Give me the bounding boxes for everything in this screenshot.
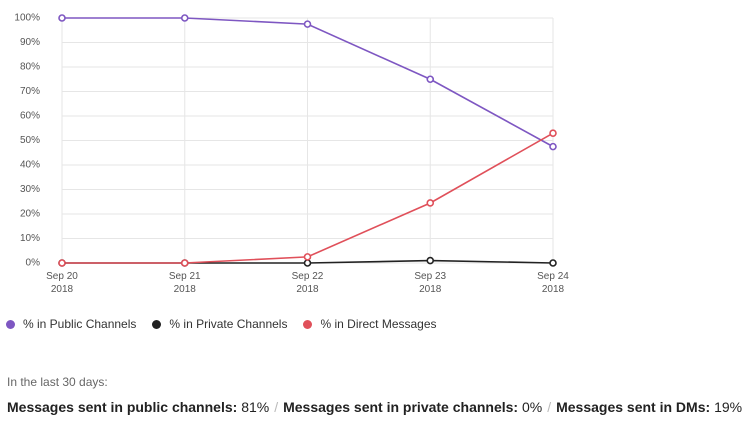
y-tick-label: 10%	[20, 233, 40, 244]
separator: /	[547, 399, 552, 415]
legend: % in Public Channels % in Private Channel…	[6, 317, 437, 331]
data-point	[58, 14, 66, 22]
data-point	[426, 256, 435, 265]
legend-marker	[152, 320, 162, 329]
data-point	[549, 129, 557, 137]
y-tick-label: 30%	[20, 184, 40, 195]
data-point	[58, 259, 66, 267]
data-point	[426, 75, 435, 84]
x-tick-label: Sep 24 2018	[537, 271, 569, 295]
stat-label: Messages sent in public channels:	[7, 399, 238, 415]
stat-label: Messages sent in private channels:	[283, 399, 519, 415]
y-tick-label: 80%	[20, 62, 40, 73]
data-point	[426, 199, 435, 207]
data-point	[180, 259, 189, 267]
legend-item: % in Private Channels	[152, 317, 287, 331]
period-text: In the last 30 days:	[7, 375, 108, 389]
legend-item: % in Public Channels	[6, 317, 136, 331]
stat-label: Messages sent in DMs:	[556, 399, 711, 415]
y-tick-label: 40%	[20, 160, 40, 171]
y-tick-label: 70%	[20, 86, 40, 97]
y-tick-label: 20%	[20, 209, 40, 220]
data-point	[549, 142, 557, 151]
legend-label: % in Public Channels	[23, 317, 137, 331]
x-tick-label: Sep 20 2018	[46, 271, 78, 295]
data-point	[303, 20, 312, 28]
y-tick-label: 100%	[14, 13, 40, 24]
y-tick-label: 50%	[20, 135, 40, 146]
legend-label: % in Private Channels	[169, 317, 288, 331]
summary: Messages sent in public channels: 81% / Me…	[7, 399, 742, 415]
x-tick-label: Sep 23 2018	[414, 271, 446, 295]
data-point	[303, 259, 312, 267]
data-point	[303, 253, 312, 261]
x-tick-label: Sep 22 2018	[292, 271, 324, 295]
legend-label: % in Direct Messages	[320, 317, 437, 331]
y-tick-label: 60%	[20, 111, 40, 122]
y-tick-label: 90%	[20, 37, 40, 48]
x-tick-label: Sep 21 2018	[169, 271, 201, 295]
chart: 0% 10% 20% 30% 40% 50% 60% 70% 80% 90% 100% Sep 20 2…	[14, 13, 569, 295]
data-point	[180, 14, 189, 22]
y-tick-label: 0%	[26, 258, 41, 269]
separator: /	[274, 399, 279, 415]
data-point	[549, 259, 557, 267]
stat-value: 81%	[241, 399, 270, 415]
legend-item: % in Direct Messages	[303, 317, 437, 331]
stat-value: 19%	[714, 399, 743, 415]
legend-marker	[303, 320, 313, 329]
stat-value: 0%	[521, 399, 543, 415]
legend-marker	[6, 320, 15, 329]
